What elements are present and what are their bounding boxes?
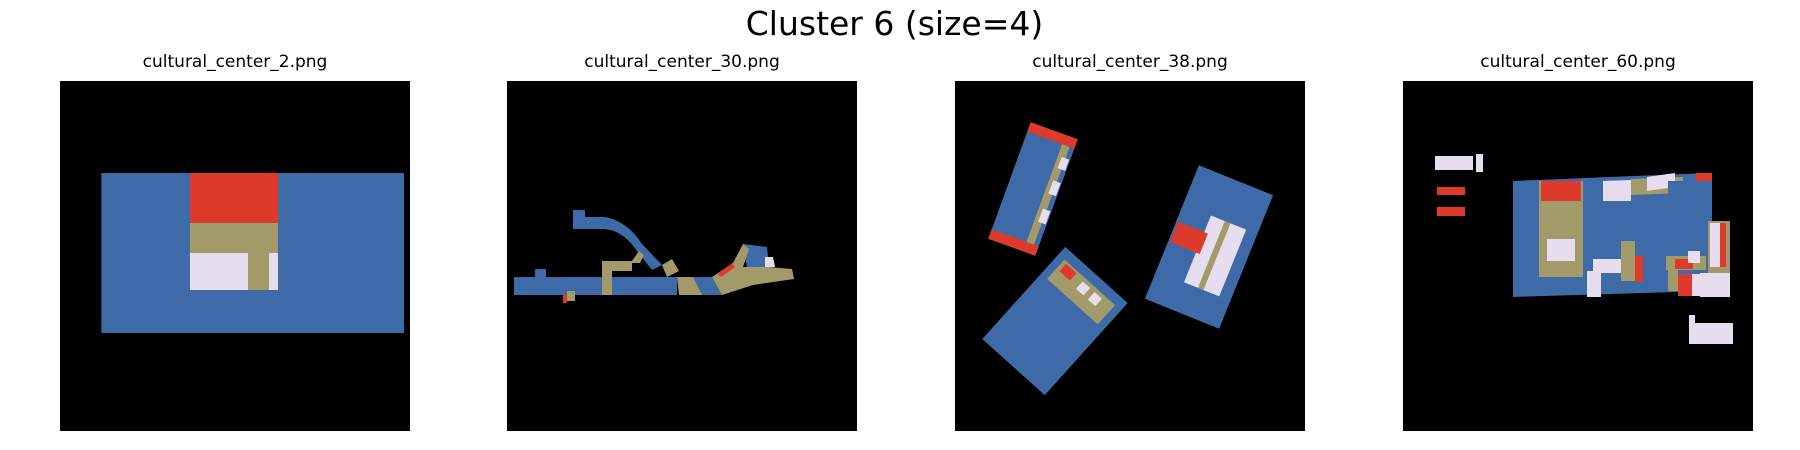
- lavender-region: [1057, 156, 1070, 171]
- red-region: [1675, 259, 1693, 269]
- lavender-region: [1587, 271, 1601, 297]
- red-region: [1170, 221, 1208, 255]
- tan-region: [1026, 144, 1070, 245]
- tan-region: [248, 253, 269, 290]
- red-region: [1678, 274, 1692, 296]
- lavender-region: [1692, 274, 1700, 296]
- red-region: [988, 229, 1039, 256]
- red-region: [1696, 173, 1712, 181]
- lavender-region: [1476, 154, 1483, 172]
- red-region: [1437, 187, 1465, 195]
- tan-region: [712, 244, 794, 295]
- floorplan-image: [60, 81, 410, 431]
- blue-region: [514, 277, 607, 295]
- red-region: [1059, 263, 1077, 281]
- panel-1: cultural_center_2.png: [60, 50, 410, 450]
- panel-2: cultural_center_30.png: [507, 50, 857, 450]
- panel-title: cultural_center_60.png: [1480, 52, 1676, 72]
- tan-region: [190, 223, 278, 253]
- lavender-region: [1435, 156, 1473, 170]
- tan-region: [1621, 241, 1635, 281]
- red-region: [563, 295, 567, 303]
- tan-region: [567, 291, 575, 301]
- red-region: [1541, 181, 1581, 201]
- panel-title: cultural_center_38.png: [1032, 52, 1228, 72]
- tan-region: [677, 277, 702, 295]
- blue-region: [982, 246, 1128, 396]
- panel-title: cultural_center_2.png: [142, 52, 328, 72]
- lavender-region: [1700, 273, 1730, 297]
- blue-region: [743, 244, 769, 267]
- lavender-region: [190, 253, 248, 290]
- red-region: [1720, 223, 1726, 267]
- red-region: [1635, 256, 1643, 282]
- blue-region: [1668, 181, 1712, 259]
- lavender-region: [1603, 180, 1631, 201]
- tan-region: [602, 261, 632, 295]
- panel-4: cultural_center_60.png: [1403, 50, 1753, 450]
- floorplan-image: [955, 81, 1305, 431]
- panel-title: cultural_center_30.png: [584, 52, 780, 72]
- lavender-region: [1087, 292, 1102, 307]
- blue-region: [988, 122, 1078, 256]
- panel-3: cultural_center_38.png: [955, 50, 1305, 450]
- floorplan-image: [507, 81, 857, 431]
- lavender-region: [1048, 180, 1061, 197]
- lavender-region: [1689, 315, 1733, 344]
- figure-title: Cluster 6 (size=4): [745, 4, 1044, 43]
- tan-region: [1197, 221, 1231, 291]
- lavender-region: [1593, 259, 1621, 273]
- lavender-region: [1075, 281, 1091, 296]
- tan-region: [632, 251, 644, 263]
- tan-region: [662, 259, 679, 277]
- red-region: [718, 263, 735, 277]
- lavender-region: [1038, 208, 1051, 225]
- red-region: [1027, 122, 1078, 149]
- blue-region: [573, 210, 662, 270]
- tan-region: [1668, 269, 1678, 291]
- lavender-region: [1710, 223, 1720, 267]
- red-region: [1437, 207, 1465, 216]
- lavender-region: [765, 257, 775, 267]
- floorplan-image: [1403, 81, 1753, 431]
- lavender-region: [269, 253, 278, 290]
- blue-region: [602, 277, 677, 295]
- lavender-region: [1688, 251, 1700, 263]
- lavender-region: [1547, 239, 1575, 261]
- blue-region: [535, 269, 546, 279]
- red-region: [190, 173, 278, 223]
